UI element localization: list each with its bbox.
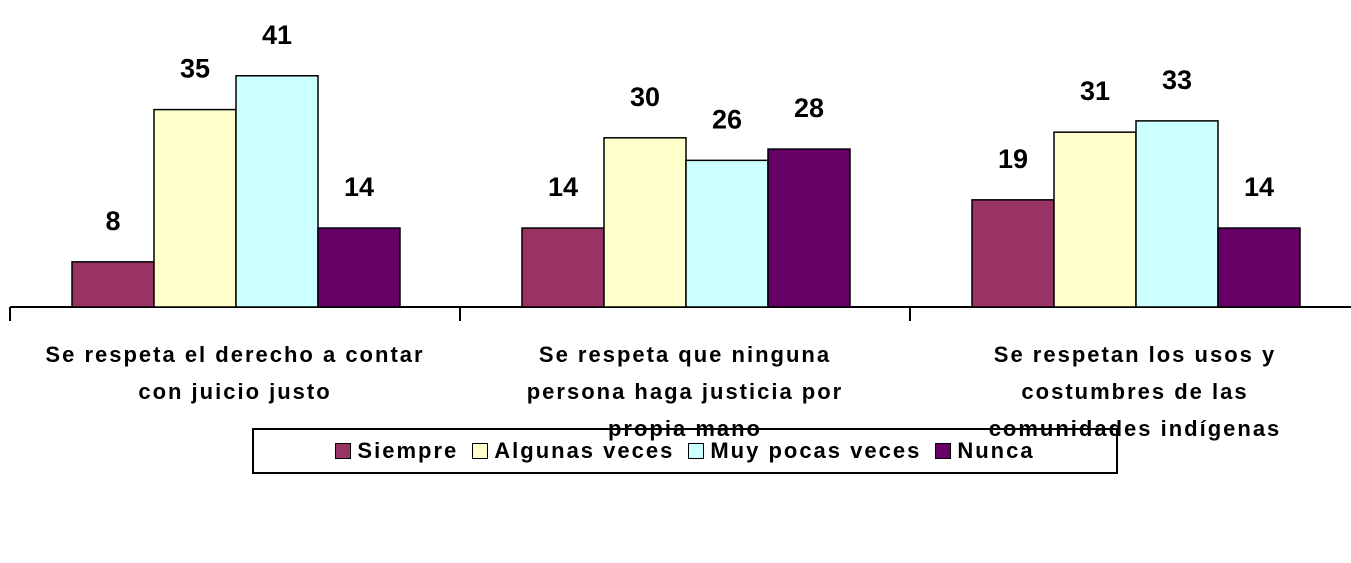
- value-label: 19: [998, 144, 1028, 174]
- value-label: 41: [262, 20, 292, 50]
- value-label: 31: [1080, 76, 1110, 106]
- legend-label: Siempre: [357, 438, 459, 463]
- x-tick-label: Se respeta el derecho a contar con juici…: [45, 342, 425, 404]
- legend-label: Algunas veces: [494, 438, 675, 463]
- bar: [603, 137, 687, 308]
- bar: [71, 261, 155, 308]
- legend: Siempre Algunas veces Muy pocas veces Nunca: [252, 428, 1118, 474]
- legend-item: Algunas veces: [472, 438, 674, 464]
- value-label: 26: [712, 104, 742, 134]
- value-label: 35: [180, 54, 210, 84]
- bar: [971, 199, 1055, 308]
- legend-item: Muy pocas veces: [688, 438, 921, 464]
- legend-swatch: [935, 443, 952, 459]
- bar: [1053, 131, 1137, 308]
- legend-item: Nunca: [935, 438, 1034, 464]
- legend-label: Nunca: [957, 438, 1035, 463]
- bar: [317, 227, 401, 308]
- legend-swatch: [472, 443, 489, 459]
- bar: [235, 75, 319, 308]
- legend-swatch: [335, 443, 352, 459]
- bar: [521, 227, 605, 308]
- value-label: 14: [548, 172, 578, 202]
- value-label: 14: [1244, 172, 1274, 202]
- legend-item: Siempre: [335, 438, 458, 464]
- value-label: 28: [794, 93, 824, 123]
- value-label: 8: [105, 206, 120, 236]
- bar: [767, 148, 851, 308]
- bar: [1217, 227, 1301, 308]
- value-label: 14: [344, 172, 374, 202]
- legend-label: Muy pocas veces: [710, 438, 922, 463]
- value-label: 33: [1162, 65, 1192, 95]
- bar: [1135, 120, 1219, 308]
- x-tick-label: Se respeta que ninguna persona haga just…: [526, 342, 844, 441]
- x-tick-label: Se respetan los usos y costumbres de las…: [988, 342, 1282, 441]
- legend-swatch: [688, 443, 705, 459]
- bar: [685, 159, 769, 308]
- value-label: 30: [630, 82, 660, 112]
- bar: [153, 108, 237, 308]
